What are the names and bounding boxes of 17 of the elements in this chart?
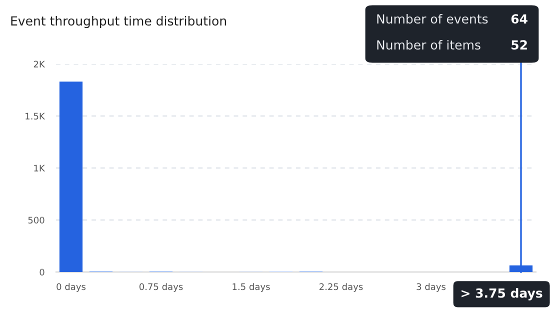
- ref-line-label: > 3.75 days: [462, 288, 542, 300]
- text: 64: [511, 14, 528, 24]
- y-tick-label: 1K: [34, 164, 46, 172]
- x-tick-label: 3 days: [416, 283, 446, 292]
- x-tick-label: 0.75 days: [139, 283, 183, 292]
- bar: [59, 82, 83, 272]
- text: 52: [512, 40, 527, 50]
- text: Number of events: [377, 14, 488, 24]
- x-tick-label: 0 days: [56, 283, 86, 292]
- y-tick-label: 500: [28, 216, 44, 224]
- text: Number of items: [377, 40, 480, 50]
- y-tick-label: 2K: [34, 60, 46, 68]
- x-tick-label: 2.25 days: [320, 283, 363, 292]
- y-tick-label: 1.5K: [26, 112, 46, 120]
- x-tick-label: 1.5 days: [232, 283, 270, 292]
- chart-title: Event throughput time distribution: [11, 16, 226, 28]
- y-tick-label: 0: [40, 268, 44, 276]
